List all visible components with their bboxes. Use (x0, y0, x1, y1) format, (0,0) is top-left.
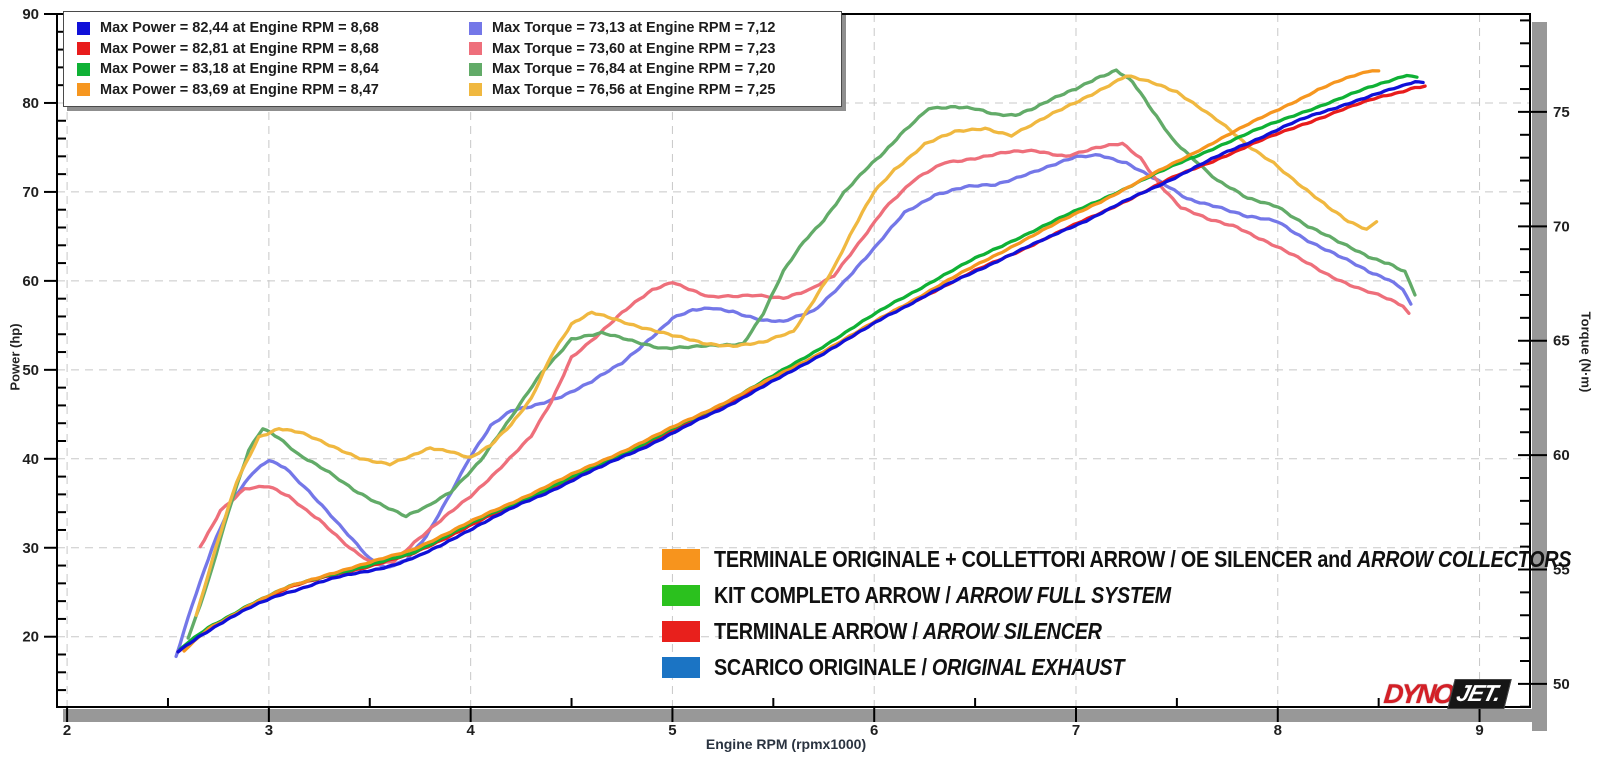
max-values-legend: Max Power = 82,44 at Engine RPM = 8,68 Ma… (63, 11, 842, 107)
plot-shadow-bottom (63, 709, 1547, 722)
dynojet-logo-dyno: DYNO (1382, 678, 1454, 709)
config-legend-swatch (662, 548, 700, 570)
curve-torque-red (198, 141, 1411, 567)
stats-legend-swatch (77, 42, 90, 56)
stats-legend-row: Max Torque = 73,60 at Engine RPM = 7,23 (469, 41, 841, 57)
stats-legend-text: Max Power = 82,81 at Engine RPM = 8,68 (100, 40, 379, 57)
stats-legend-row: Max Power = 82,44 at Engine RPM = 8,68 (77, 20, 469, 36)
config-legend-text-italic: ARROW COLLECTORS (1357, 545, 1572, 572)
stats-legend-swatch (469, 42, 482, 56)
stats-legend-swatch (77, 83, 90, 97)
dynojet-logo-jet: JET. (1447, 679, 1512, 709)
config-legend-row: SCARICO ORIGINALE / ORIGINAL EXHAUST (662, 649, 1600, 685)
curve-torque-green (186, 68, 1417, 640)
config-legend-text-italic: ARROW FULL SYSTEM (955, 581, 1171, 608)
stats-legend-swatch (469, 83, 482, 97)
power-axis-title: Power (hp) (7, 323, 23, 391)
power-tick-label: 60 (22, 273, 39, 290)
config-legend-swatch (662, 584, 700, 606)
power-tick-label: 70 (22, 184, 39, 201)
x-tick-label: 2 (63, 722, 71, 739)
stats-legend-row: Max Torque = 76,84 at Engine RPM = 7,20 (469, 61, 841, 77)
dynojet-logo: DYNO JET. (1382, 678, 1512, 709)
stats-legend-text: Max Torque = 76,84 at Engine RPM = 7,20 (492, 61, 776, 78)
torque-axis-title: Torque (N·m) (1578, 311, 1594, 393)
x-tick-label: 6 (870, 722, 878, 739)
power-tick-label: 90 (22, 6, 39, 23)
stats-legend-swatch (77, 62, 90, 76)
curve-power-orange (182, 69, 1381, 653)
curve-power-blue (176, 80, 1425, 654)
curve-torque-amber (194, 74, 1379, 617)
x-tick-label: 9 (1475, 722, 1483, 739)
config-legend-text-main: TERMINALE ORIGINALE + COLLETTORI ARROW /… (714, 545, 1358, 572)
torque-tick-label: 75 (1553, 104, 1570, 121)
x-tick-label: 4 (466, 722, 475, 739)
config-legend-text-main: SCARICO ORIGINALE / (714, 653, 932, 680)
config-legend-text-main: TERMINALE ARROW / (714, 617, 923, 644)
plot-shadow-right (1532, 22, 1547, 731)
config-legend-row: TERMINALE ARROW / ARROW SILENCER (662, 613, 1600, 649)
config-legend-swatch (662, 620, 700, 642)
power-tick-label: 40 (22, 451, 39, 468)
stats-legend-swatch (77, 21, 90, 35)
stats-legend-row: Max Power = 83,69 at Engine RPM = 8,47 (77, 82, 469, 98)
stats-legend-row: Max Power = 82,81 at Engine RPM = 8,68 (77, 41, 469, 57)
torque-tick-label: 65 (1553, 333, 1570, 350)
config-legend-text-italic: ARROW SILENCER (922, 617, 1102, 644)
power-tick-label: 30 (22, 540, 39, 557)
x-tick-label: 3 (265, 722, 273, 739)
x-tick-label: 7 (1072, 722, 1080, 739)
x-tick-label: 8 (1274, 722, 1282, 739)
torque-tick-label: 50 (1553, 676, 1570, 693)
x-tick-label: 5 (668, 722, 676, 739)
rpm-axis-title: Engine RPM (rpmx1000) (705, 736, 867, 752)
power-tick-label: 20 (22, 629, 39, 646)
power-tick-label: 50 (22, 362, 39, 379)
torque-tick-label: 70 (1553, 218, 1570, 235)
stats-legend-swatch (469, 62, 482, 76)
torque-tick-label: 60 (1553, 447, 1570, 464)
stats-legend-text: Max Power = 83,18 at Engine RPM = 8,64 (100, 61, 379, 78)
torque-tick-label: 55 (1553, 561, 1570, 578)
config-legend-text: SCARICO ORIGINALE / ORIGINAL EXHAUST (714, 654, 1124, 681)
stats-legend-row: Max Torque = 73,13 at Engine RPM = 7,12 (469, 20, 841, 36)
stats-legend-text: Max Torque = 73,60 at Engine RPM = 7,23 (492, 40, 776, 57)
config-legend-text-italic: ORIGINAL EXHAUST (931, 653, 1125, 680)
config-legend-text-main: KIT COMPLETO ARROW / (714, 581, 956, 608)
config-legend-text: TERMINALE ORIGINALE + COLLETTORI ARROW /… (714, 546, 1571, 573)
stats-legend-swatch (469, 21, 482, 35)
config-legend-text: TERMINALE ARROW / ARROW SILENCER (714, 618, 1102, 645)
stats-legend-row: Max Power = 83,18 at Engine RPM = 8,64 (77, 61, 469, 77)
config-legend-text: KIT COMPLETO ARROW / ARROW FULL SYSTEM (714, 582, 1171, 609)
stats-legend-text: Max Torque = 76,56 at Engine RPM = 7,25 (492, 81, 776, 98)
exhaust-config-legend: TERMINALE ORIGINALE + COLLETTORI ARROW /… (662, 541, 1600, 685)
stats-legend-row: Max Torque = 76,56 at Engine RPM = 7,25 (469, 82, 841, 98)
stats-legend-text: Max Power = 82,44 at Engine RPM = 8,68 (100, 20, 379, 37)
curve-power-green (178, 73, 1419, 651)
config-legend-row: KIT COMPLETO ARROW / ARROW FULL SYSTEM (662, 577, 1600, 613)
power-tick-label: 80 (22, 95, 39, 112)
stats-legend-text: Max Torque = 73,13 at Engine RPM = 7,12 (492, 20, 776, 37)
config-legend-row: TERMINALE ORIGINALE + COLLETTORI ARROW /… (662, 541, 1600, 577)
config-legend-swatch (662, 656, 700, 678)
stats-legend-text: Max Power = 83,69 at Engine RPM = 8,47 (100, 81, 379, 98)
